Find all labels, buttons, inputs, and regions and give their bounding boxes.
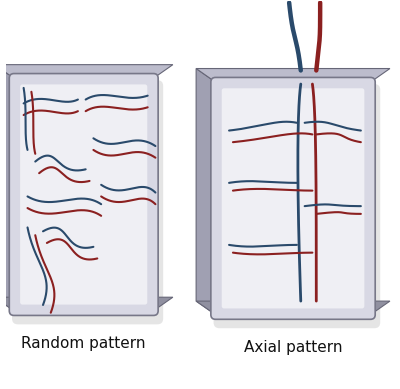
Text: Axial pattern: Axial pattern	[244, 340, 342, 355]
Polygon shape	[0, 65, 14, 311]
FancyBboxPatch shape	[9, 74, 158, 315]
FancyBboxPatch shape	[12, 80, 163, 324]
FancyBboxPatch shape	[214, 84, 380, 328]
Polygon shape	[196, 68, 390, 82]
Polygon shape	[0, 297, 173, 311]
FancyBboxPatch shape	[20, 84, 147, 305]
Polygon shape	[196, 68, 216, 315]
FancyBboxPatch shape	[211, 77, 375, 319]
Polygon shape	[196, 301, 390, 315]
Polygon shape	[0, 65, 173, 78]
Text: Random pattern: Random pattern	[22, 336, 146, 351]
FancyBboxPatch shape	[222, 88, 364, 308]
